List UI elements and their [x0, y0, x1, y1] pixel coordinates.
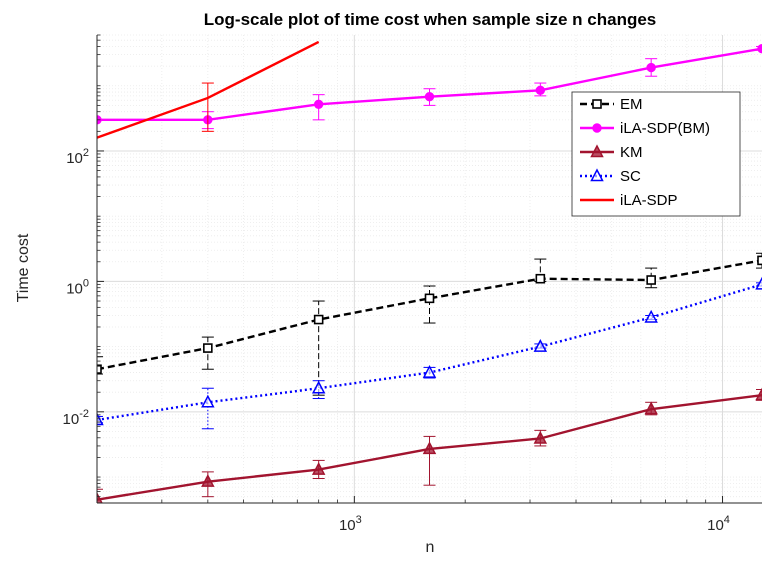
- x-tick-base: 10: [339, 517, 356, 534]
- data-point: [311, 380, 326, 394]
- x-tick-base: 10: [707, 517, 724, 534]
- series-ila-sdp: [97, 40, 320, 139]
- legend-item: SC: [580, 168, 641, 185]
- legend-label: SC: [620, 168, 641, 185]
- y-tick-base: 10: [63, 411, 80, 428]
- series-em: [97, 252, 762, 396]
- series-sc: [97, 276, 762, 430]
- data-point: [755, 276, 762, 290]
- x-tick-exponent: 3: [356, 514, 362, 526]
- data-point: [757, 255, 762, 266]
- chart-title: Log-scale plot of time cost when sample …: [204, 10, 657, 29]
- x-tick-exponent: 4: [724, 514, 730, 526]
- data-point: [757, 43, 762, 54]
- y-tick-exponent: -2: [79, 408, 89, 420]
- data-point: [535, 273, 546, 284]
- y-tick-exponent: 0: [83, 277, 89, 289]
- y-tick-label: 10-2: [63, 408, 89, 428]
- data-point: [646, 275, 656, 285]
- data-point: [424, 293, 435, 304]
- y-tick-label: 102: [66, 147, 89, 167]
- data-point: [646, 62, 656, 73]
- y-tick-base: 10: [66, 150, 83, 167]
- legend-label: KM: [620, 144, 643, 161]
- data-point: [201, 474, 215, 487]
- data-point: [97, 364, 102, 375]
- data-point: [533, 338, 548, 352]
- y-tick-base: 10: [66, 280, 83, 297]
- data-point: [201, 394, 215, 408]
- series-km: [97, 387, 762, 503]
- axes-layer: [96, 34, 762, 504]
- legend-label: iLA-SDP: [620, 192, 678, 209]
- data-point: [533, 430, 548, 444]
- data-point: [311, 462, 326, 475]
- data-point: [535, 85, 546, 96]
- y-axis-label: Time cost: [15, 233, 32, 302]
- data-point: [203, 343, 213, 353]
- series-line: [97, 40, 320, 139]
- legend: EM iLA-SDP(BM) KM SC iLA-SDP: [571, 91, 741, 217]
- data-point: [424, 91, 435, 102]
- data-point: [97, 492, 103, 503]
- data-point: [755, 387, 762, 401]
- data-point: [422, 364, 437, 378]
- legend-item: iLA-SDP: [580, 192, 678, 209]
- x-tick-label: 104: [707, 514, 730, 534]
- y-tick-exponent: 2: [83, 147, 89, 159]
- data-point: [313, 99, 324, 109]
- legend-swatch-marker: [590, 168, 604, 182]
- legend-item: KM: [580, 144, 643, 161]
- x-axis-label: n: [426, 539, 435, 556]
- legend-label: EM: [620, 96, 643, 113]
- legend-swatch-marker: [592, 99, 602, 109]
- data-point: [313, 314, 324, 325]
- x-tick-label: 103: [339, 514, 362, 534]
- legend-swatch-marker: [592, 123, 602, 133]
- legend-item: iLA-SDP(BM): [580, 120, 710, 137]
- data-point: [422, 441, 437, 455]
- legend-item: EM: [580, 96, 643, 113]
- data-point: [644, 401, 658, 415]
- legend-label: iLA-SDP(BM): [620, 120, 710, 137]
- y-tick-label: 100: [66, 277, 89, 297]
- series-layer: [97, 40, 762, 503]
- legend-swatch-marker: [590, 144, 604, 158]
- data-point: [644, 309, 658, 323]
